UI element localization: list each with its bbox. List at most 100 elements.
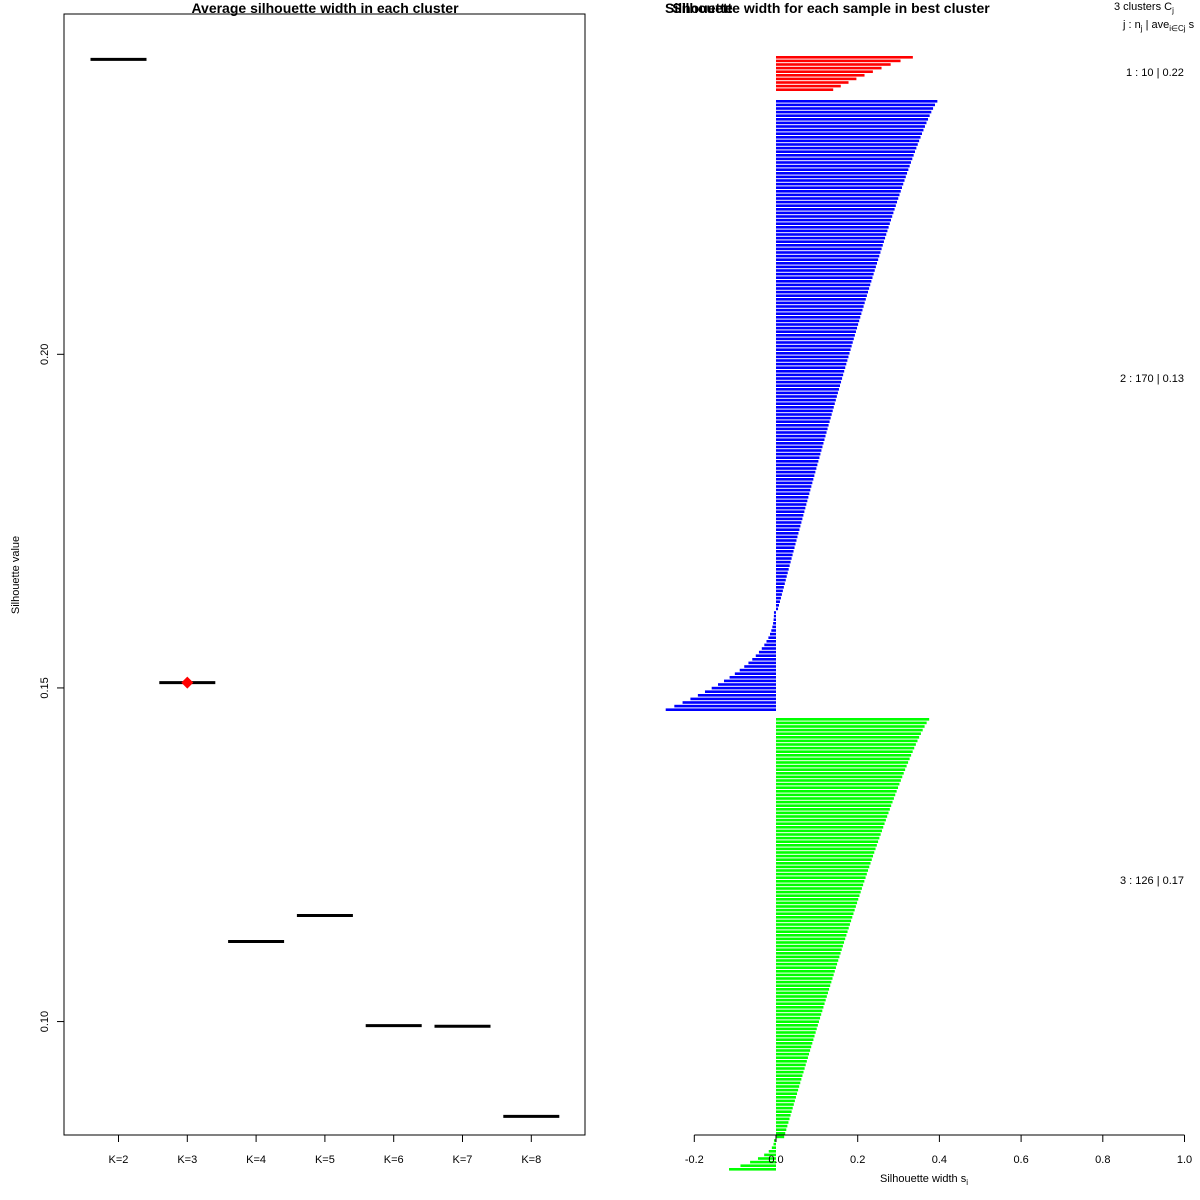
silhouette-bars-panel: Silhouette Silhouette width for each sam…: [665, 0, 1195, 1187]
sample-silhouette-bar: [776, 56, 913, 59]
sample-silhouette-bar: [757, 1157, 776, 1160]
sample-silhouette-bar: [776, 1081, 801, 1085]
sample-silhouette-bar: [682, 701, 776, 704]
sample-silhouette-bar: [665, 708, 776, 711]
sample-silhouette-bar: [776, 388, 839, 391]
sample-silhouette-bar: [776, 1034, 815, 1038]
sample-silhouette-bar: [776, 991, 828, 995]
sample-silhouette-bar: [776, 190, 901, 193]
sample-silhouette-bar: [776, 818, 886, 822]
sample-silhouette-bar: [776, 406, 834, 409]
sample-silhouette-bar: [776, 1124, 788, 1128]
sample-silhouette-bar: [776, 815, 888, 818]
sample-silhouette-bar: [776, 887, 862, 890]
sample-silhouette-bar: [776, 790, 897, 793]
sample-silhouette-bar: [761, 647, 776, 650]
sample-silhouette-bar: [776, 923, 850, 926]
sample-silhouette-bar: [776, 265, 876, 269]
sample-silhouette-bar: [776, 1006, 824, 1009]
sample-silhouette-bar: [776, 571, 788, 575]
sample-silhouette-bar: [704, 690, 776, 693]
sample-silhouette-bar: [776, 305, 864, 308]
sample-silhouette-bar: [776, 438, 825, 441]
sample-silhouette-bar: [776, 800, 893, 804]
sample-silhouette-bar: [776, 499, 808, 503]
sample-silhouette-bar: [776, 808, 890, 811]
sample-silhouette-bar: [776, 197, 899, 200]
sample-silhouette-bar: [776, 334, 855, 337]
sample-silhouette-bar: [776, 1024, 818, 1027]
left-ytick-label: 0.20: [39, 344, 51, 365]
sample-silhouette-bar: [776, 200, 898, 204]
sample-silhouette-bar: [776, 251, 881, 254]
best-k-marker: [181, 676, 194, 689]
sample-silhouette-bar: [776, 1052, 810, 1056]
sample-silhouette-bar: [776, 721, 927, 725]
sample-silhouette-bar: [776, 934, 847, 937]
sample-silhouette-bar: [776, 854, 874, 858]
sample-silhouette-bar: [776, 470, 816, 474]
sample-silhouette-bar: [776, 736, 920, 739]
sample-silhouette-bar: [776, 1009, 823, 1013]
sample-silhouette-bar: [776, 980, 832, 984]
sample-silhouette-bar: [776, 326, 858, 330]
sample-silhouette-bar: [776, 553, 793, 557]
sample-silhouette-bar: [776, 442, 824, 445]
sample-silhouette-bar: [776, 128, 924, 132]
sample-silhouette-bar: [776, 1106, 793, 1110]
sample-silhouette-bar: [776, 521, 802, 524]
sample-silhouette-bar: [776, 121, 927, 125]
left-xtick-label: K=4: [246, 1154, 266, 1166]
sample-silhouette-bar: [776, 467, 817, 470]
sample-silhouette-bar: [776, 937, 846, 941]
sample-silhouette-bar: [776, 276, 873, 279]
sample-silhouette-bar: [768, 1150, 776, 1153]
left-chart-title: Average silhouette width in each cluster: [191, 0, 459, 16]
sample-silhouette-bar: [776, 568, 789, 571]
sample-silhouette-bar: [776, 944, 843, 948]
sample-silhouette-bar: [776, 114, 930, 117]
sample-silhouette-bar: [776, 524, 801, 528]
sample-silhouette-bar: [773, 618, 776, 621]
sample-silhouette-bar: [776, 739, 918, 743]
sample-silhouette-bar: [776, 966, 836, 969]
cluster-1-summary: 1 : 10 | 0.22: [1126, 67, 1184, 79]
sample-silhouette-bar: [776, 380, 842, 384]
sample-silhouette-bar: [776, 434, 826, 438]
sample-silhouette-bar: [776, 542, 796, 546]
sample-silhouette-bar: [776, 290, 869, 294]
sample-silhouette-bar: [776, 782, 900, 786]
sample-silhouette-bar: [776, 1092, 798, 1095]
sample-silhouette-bar: [773, 614, 776, 618]
sample-silhouette-bar: [776, 186, 902, 189]
sample-silhouette-bar: [776, 164, 910, 168]
sample-silhouette-bar: [776, 301, 865, 305]
sample-silhouette-bar: [776, 869, 869, 872]
sample-silhouette-bar: [776, 872, 867, 876]
sample-silhouette-bar: [776, 287, 870, 290]
sample-silhouette-bar: [776, 488, 811, 492]
sample-silhouette-bar: [776, 898, 859, 901]
sample-silhouette-bar: [776, 319, 860, 323]
left-y-axis: 0.10 0.15 0.20: [39, 344, 64, 1032]
sample-silhouette-bar: [776, 862, 871, 865]
sample-silhouette-bar: [776, 607, 779, 611]
sample-silhouette-bar: [776, 1049, 811, 1052]
sample-silhouette-bar: [776, 398, 836, 402]
sample-silhouette-bar: [776, 514, 804, 517]
sample-silhouette-bar: [776, 916, 853, 919]
sample-silhouette-bar: [776, 973, 834, 977]
sample-silhouette-bar: [776, 772, 904, 775]
sample-silhouette-bar: [776, 420, 830, 423]
sample-silhouette-bar: [776, 247, 882, 251]
sample-silhouette-bar: [776, 344, 852, 348]
sample-silhouette-bar: [776, 550, 794, 553]
sample-silhouette-bar: [776, 1027, 817, 1031]
sample-silhouette-bar: [776, 1103, 794, 1106]
sample-silhouette-bar: [752, 658, 776, 661]
sample-silhouette-bar: [772, 625, 776, 629]
sample-silhouette-bar: [776, 764, 907, 768]
sample-silhouette-bar: [776, 74, 865, 77]
sample-silhouette-bar: [776, 424, 829, 427]
sample-silhouette-bar: [771, 629, 776, 632]
